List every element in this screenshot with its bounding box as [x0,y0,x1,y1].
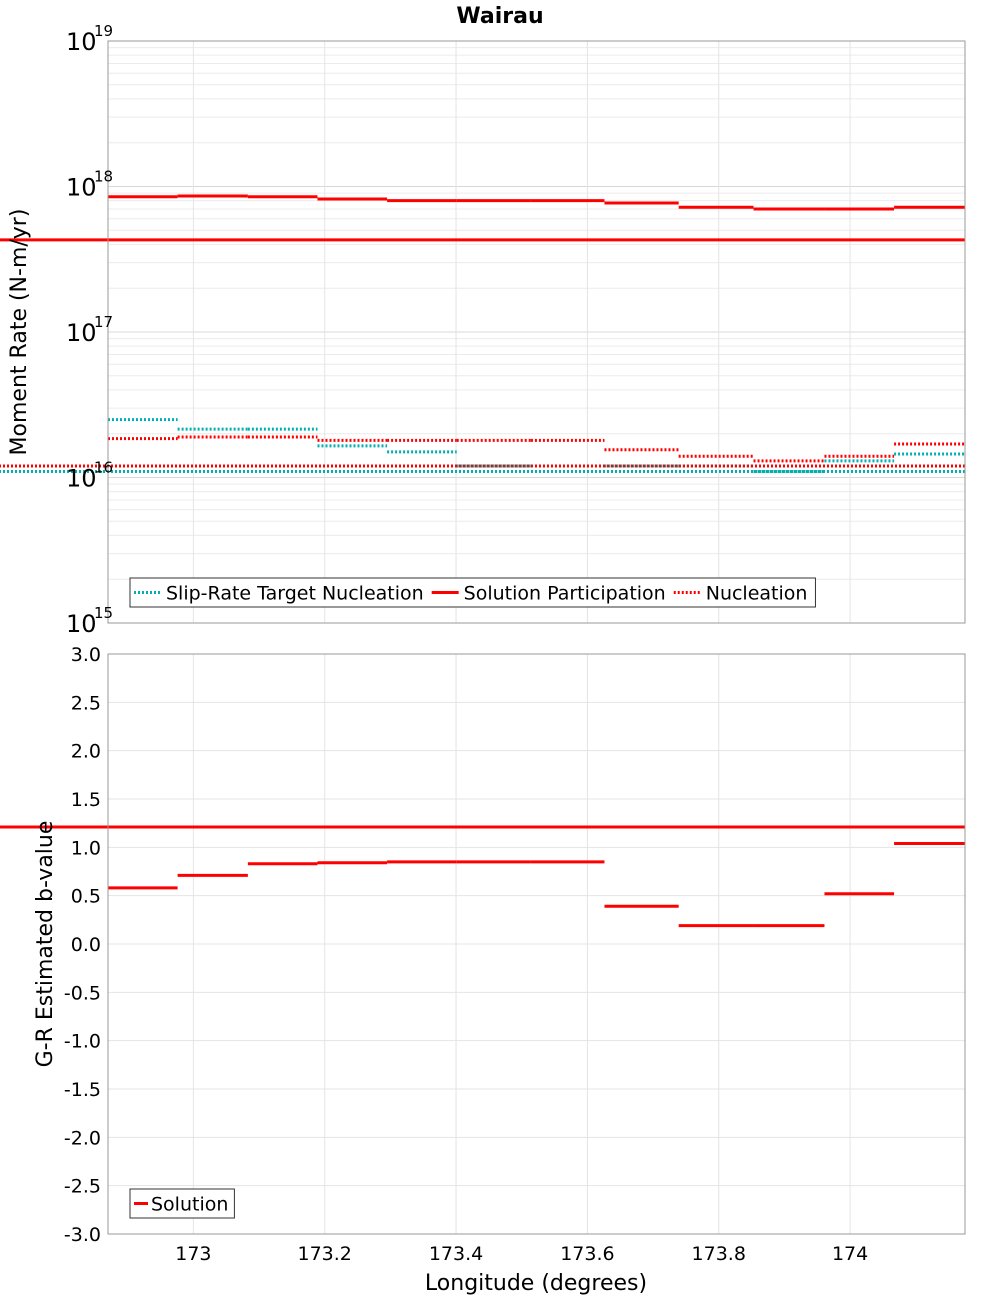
longitude-x-tick-label: 174 [832,1243,868,1265]
b-value-y-tick-label: 1.0 [71,837,101,859]
longitude-x-tick-label: 173.2 [298,1243,352,1265]
b-value-y-ticks: -3.0 -2.5 -2.0 -1.5 -1.0 -0.5 0.0 0.5 1.0 1.5 2.0 2… [64,644,101,1246]
moment-rate-legend: Slip-Rate Target Nucleation Solution Part… [129,577,816,608]
moment-rate-y-tick-exponent: 18 [94,168,113,186]
longitude-x-axis-label: Longitude (degrees) [425,1271,647,1296]
b-value-y-tick-label: 0.5 [71,886,101,908]
moment-rate-y-tick-exponent: 17 [94,313,113,331]
b-value-y-tick-label: 1.5 [71,789,101,811]
series-solution-participation [0,194,965,242]
longitude-x-ticks: 173 173.2 173.4 173.6 173.8 174 [175,1243,868,1265]
b-value-y-tick-label: -2.0 [64,1127,101,1149]
moment-rate-y-axis-label: Moment Rate (N-m/yr) [7,209,32,456]
series-solution [0,825,965,928]
moment-rate-y-tick-base: 10 [66,319,97,347]
moment-rate-y-tick-exponent: 15 [94,604,113,622]
b-value-y-tick-label: 3.0 [71,644,101,666]
b-value-y-tick-label: -0.5 [64,982,101,1004]
moment-rate-y-tick-base: 10 [66,610,97,638]
series-nucleation [0,435,965,468]
legend-label: Nucleation [706,583,808,605]
b-value-y-tick-label: 2.5 [71,692,101,714]
b-value-y-tick-label: -3.0 [64,1224,101,1246]
moment-rate-y-tick-exponent: 19 [94,22,113,40]
longitude-x-tick-label: 173.8 [692,1243,746,1265]
b-value-y-tick-label: -1.0 [64,1031,101,1053]
moment-rate-y-tick-exponent: 16 [94,459,113,477]
b-value-y-tick-label: 0.0 [71,934,101,956]
b-value-legend: Solution [129,1188,235,1219]
b-value-panel: -3.0 -2.5 -2.0 -1.5 -1.0 -0.5 0.0 0.5 1.0 1.5 2.0 2… [0,644,966,1296]
longitude-x-tick-label: 173 [175,1243,211,1265]
longitude-x-tick-label: 173.6 [560,1243,614,1265]
moment-rate-legend-box [129,577,816,608]
legend-label: Slip-Rate Target Nucleation [166,583,424,605]
legend-label: Solution [151,1194,228,1216]
moment-rate-series [0,194,965,473]
chart-title: Wairau [456,4,543,29]
b-value-y-tick-label: 2.0 [71,741,101,763]
longitude-x-tick-label: 173.4 [429,1243,483,1265]
moment-rate-plot-frame [107,40,966,624]
moment-rate-y-tick-base: 10 [66,28,97,56]
legend-label: Solution Participation [464,583,666,605]
b-value-y-tick-label: -2.5 [64,1176,101,1198]
b-value-y-tick-label: -1.5 [64,1079,101,1101]
b-value-y-axis-label: G-R Estimated b-value [33,821,58,1068]
b-value-grid [108,653,965,1235]
b-value-plot-frame [107,653,966,1235]
moment-rate-y-tick-base: 10 [66,174,97,202]
moment-rate-grid [108,40,965,624]
b-value-series [0,825,965,928]
moment-rate-y-tick-base: 10 [66,465,97,493]
